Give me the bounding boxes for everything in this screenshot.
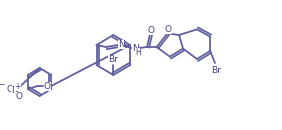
Text: −: − — [0, 80, 5, 89]
Text: N: N — [11, 86, 18, 95]
Text: Br: Br — [211, 66, 221, 74]
Text: N: N — [118, 40, 125, 48]
Text: O: O — [6, 84, 13, 93]
Text: O: O — [16, 92, 23, 100]
Text: O: O — [44, 82, 51, 90]
Text: N: N — [132, 44, 139, 53]
Text: O: O — [147, 25, 154, 34]
Text: Br: Br — [108, 54, 118, 63]
Text: O: O — [165, 25, 172, 34]
Text: +: + — [14, 82, 21, 90]
Text: H: H — [135, 47, 141, 57]
